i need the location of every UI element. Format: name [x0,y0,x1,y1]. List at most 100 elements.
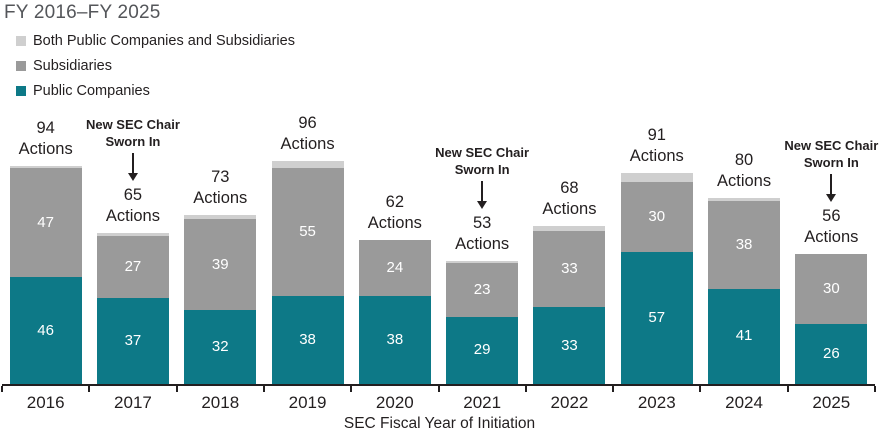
x-axis-title: SEC Fiscal Year of Initiation [343,415,536,432]
bar-segment-subsidiaries-2021 [446,263,519,317]
x-axis-tick [350,386,353,392]
bar-segment-public-companies-2019 [271,295,344,384]
bar-segment-public-companies-2025 [795,323,868,384]
annotation-new-sec-chair-2021: New SEC Chair Sworn In [435,145,530,178]
bar-segment-value-2024: 38 [735,235,753,253]
annotation-arrow-line [830,174,833,195]
total-label-2021: 53 Actions [455,214,510,254]
x-tick-label-2025: 2025 [812,393,851,412]
x-axis-tick [437,386,440,392]
x-axis-tick [88,386,91,392]
legend-item-subsidiaries: Subsidiaries [16,53,112,78]
bar-segment-value-2016: 47 [37,213,54,231]
legend-label-both: Both Public Companies and Subsidiaries [33,32,295,49]
total-label-2024: 80 Actions [716,151,772,191]
annotation-new-sec-chair-2025: New SEC Chair Sworn In [784,138,879,171]
bar-segment-value-2018: 32 [211,337,229,355]
legend-swatch-both-icon [16,35,26,46]
x-axis-tick [699,386,702,392]
annotation-arrow-icon [127,173,138,182]
annotation-arrow-line [481,181,484,202]
x-tick-label-2019: 2019 [288,393,327,412]
bar-segment-both-public-companies-and-subsidiaries-2017 [96,233,169,236]
x-tick-label-2024: 2024 [725,393,763,412]
bar-segment-both-public-companies-and-subsidiaries-2019 [271,161,344,169]
bar-segment-value-2020: 24 [386,259,404,276]
legend-swatch-subsidiaries-icon [16,60,26,71]
legend-item-public-companies: Public Companies [16,78,150,103]
bar-segment-value-2024: 41 [735,327,753,345]
bar-segment-both-public-companies-and-subsidiaries-2016 [9,165,82,169]
bar-segment-subsidiaries-2018 [184,219,257,310]
bar-segment-value-2017: 27 [124,257,142,275]
bar-segment-value-2022: 33 [561,336,578,354]
bar-segment-subsidiaries-2020 [358,240,431,296]
annotation-arrow-icon [826,194,837,203]
total-label-2018: 73 Actions [193,167,248,207]
x-tick-label-2017: 2017 [114,393,152,412]
bar-segment-subsidiaries-2017 [96,235,169,299]
bar-segment-both-public-companies-and-subsidiaries-2023 [620,172,693,183]
x-tick-label-2016: 2016 [26,393,65,412]
total-label-2025: 56 Actions [804,207,859,247]
total-label-2020: 62 Actions [367,193,422,233]
bar-segment-value-2021: 29 [473,341,491,359]
legend-label-subsidiaries: Subsidiaries [33,57,112,74]
bar-segment-public-companies-2016 [9,277,82,384]
total-label-2017: 65 Actions [105,186,160,226]
bar-segment-subsidiaries-2025 [795,254,868,324]
x-axis-tick [786,386,789,392]
annotation-new-sec-chair-2017: New SEC Chair Sworn In [85,117,180,150]
bar-segment-both-public-companies-and-subsidiaries-2024 [708,198,781,201]
bar-segment-value-2018: 39 [211,255,229,273]
x-tick-label-2018: 2018 [201,393,240,412]
chart-title: FY 2016–FY 2025 [4,2,161,23]
bar-segment-public-companies-2024 [708,288,781,384]
x-tick-label-2020: 2020 [375,393,414,412]
x-tick-label-2022: 2022 [550,393,589,412]
bar-segment-subsidiaries-2022 [533,230,606,308]
bar-segment-value-2025: 30 [823,279,840,297]
bar-segment-value-2016: 46 [37,321,54,339]
bar-segment-public-companies-2018 [184,309,257,384]
bar-segment-subsidiaries-2023 [620,182,693,252]
bar-segment-both-public-companies-and-subsidiaries-2022 [533,226,606,231]
x-axis-tick [1,386,3,392]
bar-segment-subsidiaries-2019 [271,168,344,296]
x-axis-tick [874,386,876,392]
bar-segment-value-2023: 30 [648,207,666,225]
legend-item-both: Both Public Companies and Subsidiaries [16,28,295,53]
bar-segment-public-companies-2020 [358,295,431,384]
total-label-2019: 96 Actions [280,114,335,154]
bar-segment-both-public-companies-and-subsidiaries-2018 [184,214,257,220]
bar-segment-public-companies-2021 [446,316,519,384]
annotation-arrow-icon [477,201,488,210]
total-label-2016: 94 Actions [18,118,73,158]
bar-segment-subsidiaries-2024 [708,200,781,289]
annotation-arrow-line [131,153,134,174]
total-label-2022: 68 Actions [542,179,597,219]
x-axis-tick [175,386,178,392]
bar-segment-both-public-companies-and-subsidiaries-2021 [446,261,519,264]
x-axis-tick [262,386,265,392]
bar-segment-value-2023: 57 [648,308,666,326]
bar-segment-value-2017: 37 [124,332,142,350]
x-tick-label-2021: 2021 [463,393,502,412]
total-label-2023: 91 Actions [629,125,684,165]
bar-segment-public-companies-2017 [96,298,169,384]
legend-label-public-companies: Public Companies [33,82,150,99]
x-tick-label-2023: 2023 [637,393,676,412]
x-axis-tick [612,386,615,392]
bar-segment-value-2019: 55 [299,223,316,241]
bar-segment-value-2022: 33 [561,260,578,278]
bar-segment-value-2025: 26 [823,344,840,362]
bar-segment-value-2020: 38 [386,330,404,348]
bar-segment-public-companies-2023 [620,251,693,384]
bar-segment-value-2021: 23 [473,281,491,299]
bar-segment-value-2019: 38 [299,330,316,348]
bar-segment-public-companies-2022 [533,307,606,384]
x-axis-tick [524,386,527,392]
bar-segment-subsidiaries-2016 [9,168,82,278]
